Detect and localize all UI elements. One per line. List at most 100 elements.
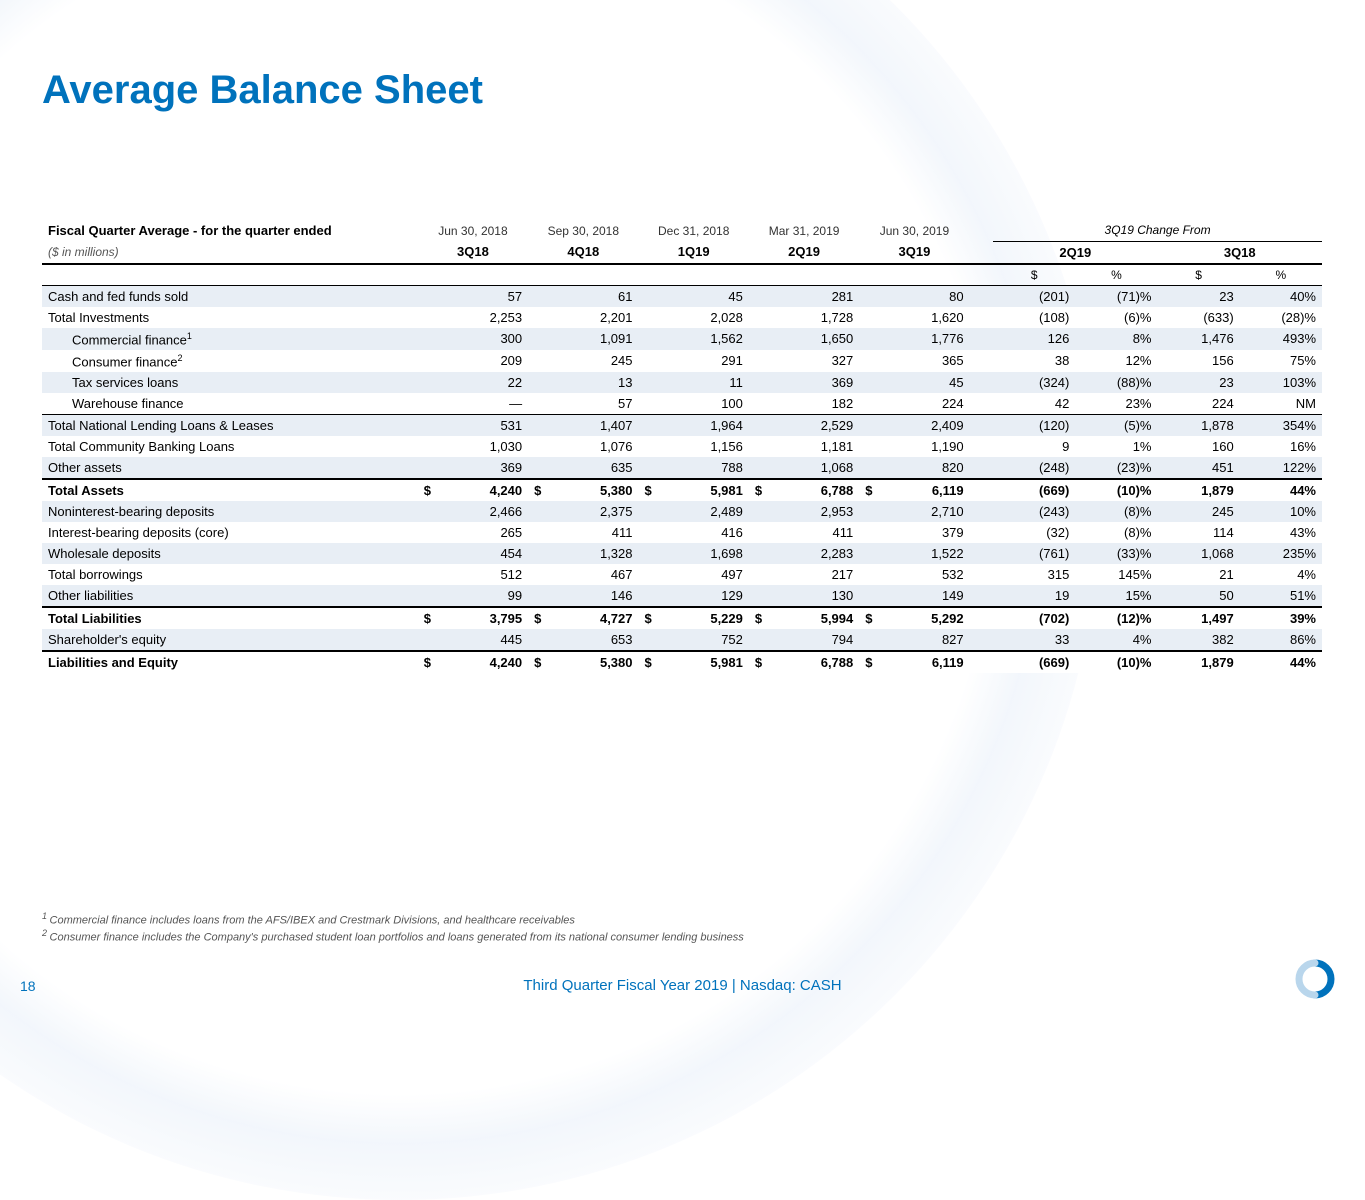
currency-symbol — [639, 564, 655, 585]
change-value: 10% — [1240, 501, 1322, 522]
row-label: Total Community Banking Loans — [42, 436, 418, 457]
row-label: Total National Lending Loans & Leases — [42, 415, 418, 437]
change-value: 126 — [993, 328, 1075, 350]
cell-value: 1,650 — [765, 328, 859, 350]
row-label: Total Liabilities — [42, 607, 418, 629]
change-value: 40% — [1240, 285, 1322, 307]
cell-value: 1,181 — [765, 436, 859, 457]
cell-value: 209 — [434, 350, 528, 372]
cell-value: 245 — [545, 350, 639, 372]
col-quarter: 1Q19 — [639, 241, 749, 264]
change-value: 50 — [1158, 585, 1240, 607]
cell-value: 2,529 — [765, 415, 859, 437]
change-value: 224 — [1158, 393, 1240, 415]
cell-value: 1,620 — [876, 307, 970, 328]
currency-symbol — [859, 436, 875, 457]
cell-value: 1,776 — [876, 328, 970, 350]
change-value: (10)% — [1075, 651, 1157, 673]
currency-symbol — [859, 328, 875, 350]
change-value: (33)% — [1075, 543, 1157, 564]
change-value: (88)% — [1075, 372, 1157, 393]
currency-symbol — [639, 522, 655, 543]
currency-symbol — [528, 501, 544, 522]
table-row: Total Liabilities$3,795$4,727$5,229$5,99… — [42, 607, 1322, 629]
change-value: (761) — [993, 543, 1075, 564]
cell-value: 497 — [655, 564, 749, 585]
currency-symbol — [639, 629, 655, 651]
cell-value: 291 — [655, 350, 749, 372]
cell-value: 2,710 — [876, 501, 970, 522]
cell-value: 13 — [545, 372, 639, 393]
cell-value: 6,788 — [765, 651, 859, 673]
col-quarter: 2Q19 — [749, 241, 859, 264]
currency-symbol — [639, 307, 655, 328]
page-number: 18 — [20, 978, 36, 994]
change-value: (12)% — [1075, 607, 1157, 629]
change-value: NM — [1240, 393, 1322, 415]
change-value: 9 — [993, 436, 1075, 457]
currency-symbol — [859, 629, 875, 651]
cell-value: 130 — [765, 585, 859, 607]
currency-symbol — [859, 543, 875, 564]
currency-symbol: $ — [418, 607, 434, 629]
currency-symbol — [639, 372, 655, 393]
change-value: 451 — [1158, 457, 1240, 479]
table-row: Noninterest-bearing deposits2,4662,3752,… — [42, 501, 1322, 522]
cell-value: 1,091 — [545, 328, 639, 350]
cell-value: 1,964 — [655, 415, 749, 437]
cell-value: 794 — [765, 629, 859, 651]
change-value: (6)% — [1075, 307, 1157, 328]
currency-symbol: $ — [639, 607, 655, 629]
cell-value: 327 — [765, 350, 859, 372]
change-value: (8)% — [1075, 522, 1157, 543]
currency-symbol — [528, 393, 544, 415]
cell-value: 1,562 — [655, 328, 749, 350]
currency-symbol — [418, 564, 434, 585]
col-date: Sep 30, 2018 — [528, 220, 638, 241]
currency-symbol — [749, 307, 765, 328]
currency-symbol — [859, 372, 875, 393]
currency-symbol — [859, 350, 875, 372]
table-row: Other liabilities991461291301491915%5051… — [42, 585, 1322, 607]
currency-symbol — [639, 436, 655, 457]
cell-value: 365 — [876, 350, 970, 372]
currency-symbol — [749, 436, 765, 457]
cell-value: 2,466 — [434, 501, 528, 522]
change-value: 15% — [1075, 585, 1157, 607]
currency-symbol — [418, 543, 434, 564]
currency-symbol — [749, 543, 765, 564]
currency-symbol — [749, 564, 765, 585]
currency-symbol — [749, 350, 765, 372]
currency-symbol — [639, 415, 655, 437]
currency-symbol: $ — [528, 607, 544, 629]
col-date: Dec 31, 2018 — [639, 220, 749, 241]
cell-value: 445 — [434, 629, 528, 651]
row-label: Cash and fed funds sold — [42, 285, 418, 307]
col-date: Jun 30, 2018 — [418, 220, 528, 241]
cell-value: 2,283 — [765, 543, 859, 564]
currency-symbol: $ — [749, 651, 765, 673]
change-value: 156 — [1158, 350, 1240, 372]
currency-symbol — [639, 328, 655, 350]
currency-symbol — [418, 522, 434, 543]
change-value: 39% — [1240, 607, 1322, 629]
cell-value: 454 — [434, 543, 528, 564]
currency-symbol — [639, 350, 655, 372]
cell-value: 369 — [434, 457, 528, 479]
units-label: ($ in millions) — [42, 241, 418, 264]
cell-value: 149 — [876, 585, 970, 607]
cell-value: 531 — [434, 415, 528, 437]
footnote-1: Commercial finance includes loans from t… — [50, 914, 575, 926]
cell-value: 100 — [655, 393, 749, 415]
currency-symbol — [528, 285, 544, 307]
change-value: 12% — [1075, 350, 1157, 372]
currency-symbol — [528, 585, 544, 607]
currency-symbol — [528, 543, 544, 564]
currency-symbol — [528, 564, 544, 585]
table-row: Consumer finance22092452913273653812%156… — [42, 350, 1322, 372]
col-date: Mar 31, 2019 — [749, 220, 859, 241]
cell-value: 45 — [876, 372, 970, 393]
table-row: Commercial finance13001,0911,5621,6501,7… — [42, 328, 1322, 350]
change-value: 315 — [993, 564, 1075, 585]
currency-symbol: $ — [859, 479, 875, 501]
